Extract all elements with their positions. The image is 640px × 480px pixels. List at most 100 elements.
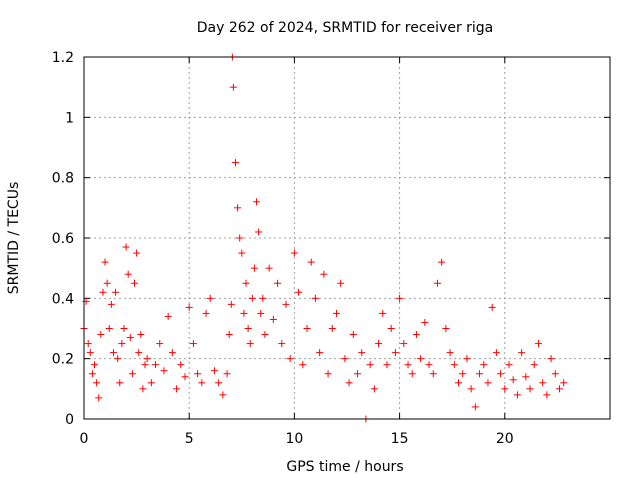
- data-point: [480, 361, 488, 369]
- data-point: [354, 370, 362, 378]
- data-point: [551, 370, 559, 378]
- data-point: [488, 303, 496, 311]
- data-point: [246, 340, 254, 348]
- data-point: [358, 349, 366, 357]
- data-point: [505, 361, 513, 369]
- data-point: [467, 385, 475, 393]
- data-point: [459, 370, 467, 378]
- x-tick-label: 0: [80, 431, 89, 447]
- data-point: [105, 325, 113, 332]
- data-point: [509, 376, 517, 384]
- data-point: [236, 234, 244, 242]
- data-point: [244, 325, 252, 332]
- data-point: [137, 331, 145, 339]
- data-point: [425, 361, 433, 369]
- data-point: [556, 385, 564, 393]
- data-point: [143, 355, 151, 363]
- data-point: [526, 385, 534, 393]
- data-point: [88, 370, 96, 378]
- data-point: [181, 373, 189, 381]
- data-point: [269, 315, 277, 323]
- data-point: [206, 294, 214, 302]
- data-point: [290, 249, 298, 257]
- data-point: [349, 331, 357, 339]
- data-point: [534, 340, 542, 348]
- data-point: [242, 279, 250, 287]
- data-point: [404, 361, 412, 369]
- data-point: [303, 325, 311, 332]
- data-point: [396, 294, 404, 302]
- data-point: [253, 198, 261, 206]
- data-point: [227, 300, 235, 308]
- data-point: [518, 349, 526, 357]
- data-point: [238, 249, 246, 257]
- y-tick-label: 1.2: [52, 50, 74, 66]
- data-point: [438, 258, 446, 266]
- data-point: [383, 361, 391, 369]
- data-point: [412, 331, 420, 339]
- data-point: [497, 370, 505, 378]
- data-point: [130, 279, 138, 287]
- data-point: [282, 300, 290, 308]
- data-point: [320, 270, 328, 278]
- data-point: [210, 367, 218, 375]
- data-point: [463, 355, 471, 363]
- data-point: [539, 379, 547, 387]
- data-point: [95, 394, 103, 402]
- y-tick-label: 0.2: [52, 352, 74, 368]
- data-point: [122, 243, 130, 251]
- data-point: [84, 340, 92, 348]
- data-point: [259, 294, 267, 302]
- y-axis-label: SRMTID / TECUs: [6, 182, 22, 295]
- data-point: [141, 361, 149, 369]
- data-point: [156, 340, 164, 348]
- data-point: [370, 385, 378, 393]
- data-point: [114, 355, 122, 363]
- data-point: [311, 294, 319, 302]
- x-axis-label: GPS time / hours: [286, 459, 403, 475]
- data-point: [248, 294, 256, 302]
- data-point: [547, 355, 555, 363]
- data-point: [234, 204, 242, 212]
- data-point: [295, 288, 303, 296]
- data-point: [194, 370, 202, 378]
- data-point: [215, 379, 223, 387]
- data-point: [530, 361, 538, 369]
- data-point: [120, 325, 128, 332]
- data-point: [126, 334, 134, 342]
- data-point: [366, 361, 374, 369]
- data-point: [124, 270, 132, 278]
- data-point: [324, 370, 332, 378]
- data-point: [286, 355, 294, 363]
- data-point: [513, 391, 521, 399]
- data-point: [307, 258, 315, 266]
- data-point: [219, 391, 227, 399]
- x-tick-label: 20: [496, 431, 514, 447]
- chart-title: Day 262 of 2024, SRMTID for receiver rig…: [197, 20, 494, 36]
- data-point: [455, 379, 463, 387]
- data-point: [560, 379, 568, 387]
- data-point: [255, 228, 263, 236]
- data-point: [278, 340, 286, 348]
- y-tick-label: 0.4: [52, 291, 74, 307]
- data-point: [202, 309, 210, 317]
- data-point: [274, 279, 282, 287]
- data-point: [375, 340, 383, 348]
- data-point: [152, 361, 160, 369]
- data-point: [433, 279, 441, 287]
- data-point: [471, 403, 479, 411]
- data-point: [450, 361, 458, 369]
- data-point: [543, 391, 551, 399]
- grid: [84, 57, 610, 419]
- data-point: [101, 258, 109, 266]
- axis-ticks: 0 5 10 15 20 0 0.2 0.4 0.6 0.8 1 1.2: [52, 50, 610, 447]
- x-tick-label: 10: [285, 431, 303, 447]
- data-point: [446, 349, 454, 357]
- data-point: [173, 385, 181, 393]
- data-point: [265, 264, 273, 272]
- data-point: [442, 325, 450, 332]
- data-point: [86, 349, 94, 357]
- data-point: [112, 288, 120, 296]
